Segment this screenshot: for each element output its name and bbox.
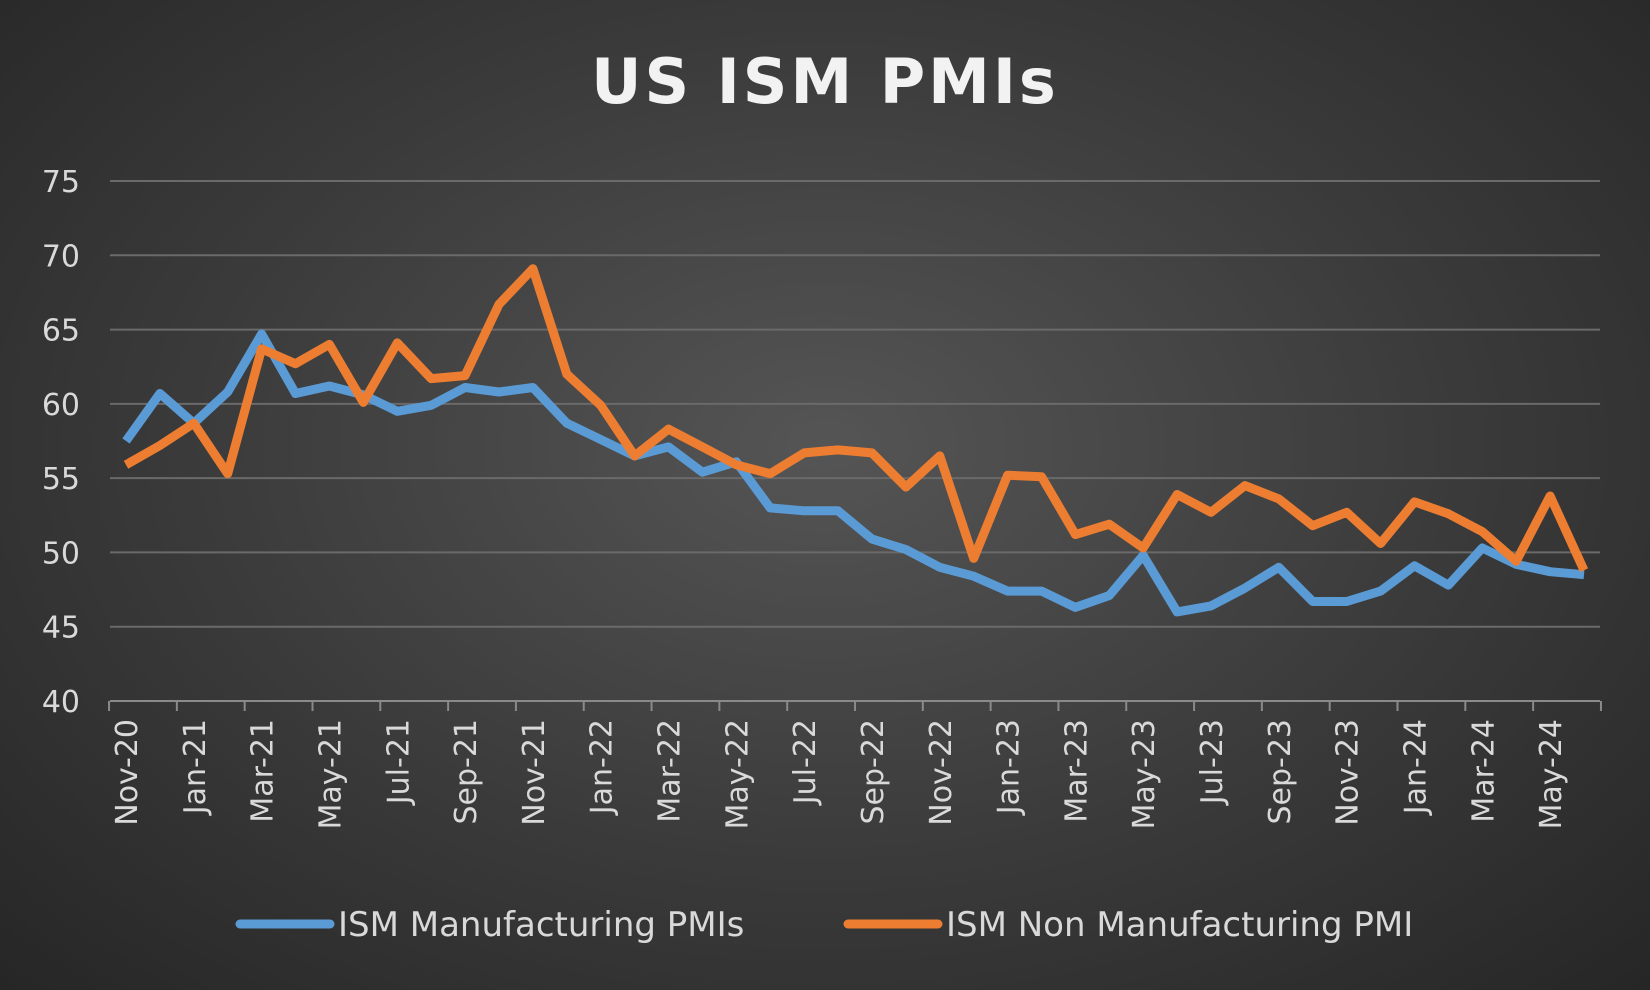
y-tick-label: 70 (42, 239, 80, 274)
legend-label: ISM Manufacturing PMIs (338, 905, 744, 945)
x-axis-ticks: Nov-20 Jan-21 Mar-21 May-21 Jul-21 Sep-21 Nov-… (108, 701, 1602, 830)
x-tick-label: Jan-21 (178, 719, 213, 816)
x-tick-label: Jan-22 (585, 719, 620, 816)
legend: ISM Manufacturing PMIs ISM Non Manufactur… (235, 905, 1413, 945)
x-tick-label: Nov-22 (924, 719, 959, 826)
y-tick-label: 40 (42, 685, 80, 720)
series-line-non-manufacturing (123, 264, 1589, 573)
x-tick-label: Sep-23 (1263, 719, 1298, 825)
x-tick-label: Nov-23 (1331, 719, 1366, 826)
y-tick-label: 50 (42, 536, 80, 571)
x-tick-label: May-23 (1127, 719, 1162, 830)
y-tick-label: 55 (42, 462, 80, 497)
x-tick-label: Mar-23 (1059, 719, 1094, 823)
x-tick-label: Jan-24 (1398, 719, 1433, 816)
x-tick-label: Mar-22 (653, 719, 688, 823)
x-tick-label: Sep-22 (856, 719, 891, 825)
legend-label: ISM Non Manufacturing PMI (946, 905, 1413, 945)
x-tick-label: Jan-23 (992, 719, 1027, 816)
y-tick-label: 75 (42, 165, 80, 200)
x-tick-label: May-21 (313, 719, 348, 830)
chart-title: US ISM PMIs (591, 45, 1059, 118)
series-lines (122, 264, 1589, 617)
y-tick-label: 45 (42, 611, 80, 646)
x-tick-label: Nov-20 (110, 719, 145, 826)
x-tick-label: Jul-22 (788, 719, 823, 806)
y-axis-ticks: 40 45 50 55 60 65 70 75 (42, 165, 80, 720)
x-tick-label: Mar-21 (246, 719, 281, 823)
x-tick-label: Mar-24 (1466, 719, 1501, 823)
x-tick-label: May-22 (720, 719, 755, 830)
y-tick-label: 60 (42, 388, 80, 423)
x-tick-label: Nov-21 (517, 719, 552, 826)
x-tick-label: Sep-21 (449, 719, 484, 825)
gridlines (110, 180, 1600, 702)
x-tick-label: Jul-21 (381, 719, 416, 806)
x-tick-label: Jul-23 (1195, 719, 1230, 806)
y-tick-label: 65 (42, 314, 80, 349)
x-tick-label: May-24 (1534, 719, 1569, 830)
